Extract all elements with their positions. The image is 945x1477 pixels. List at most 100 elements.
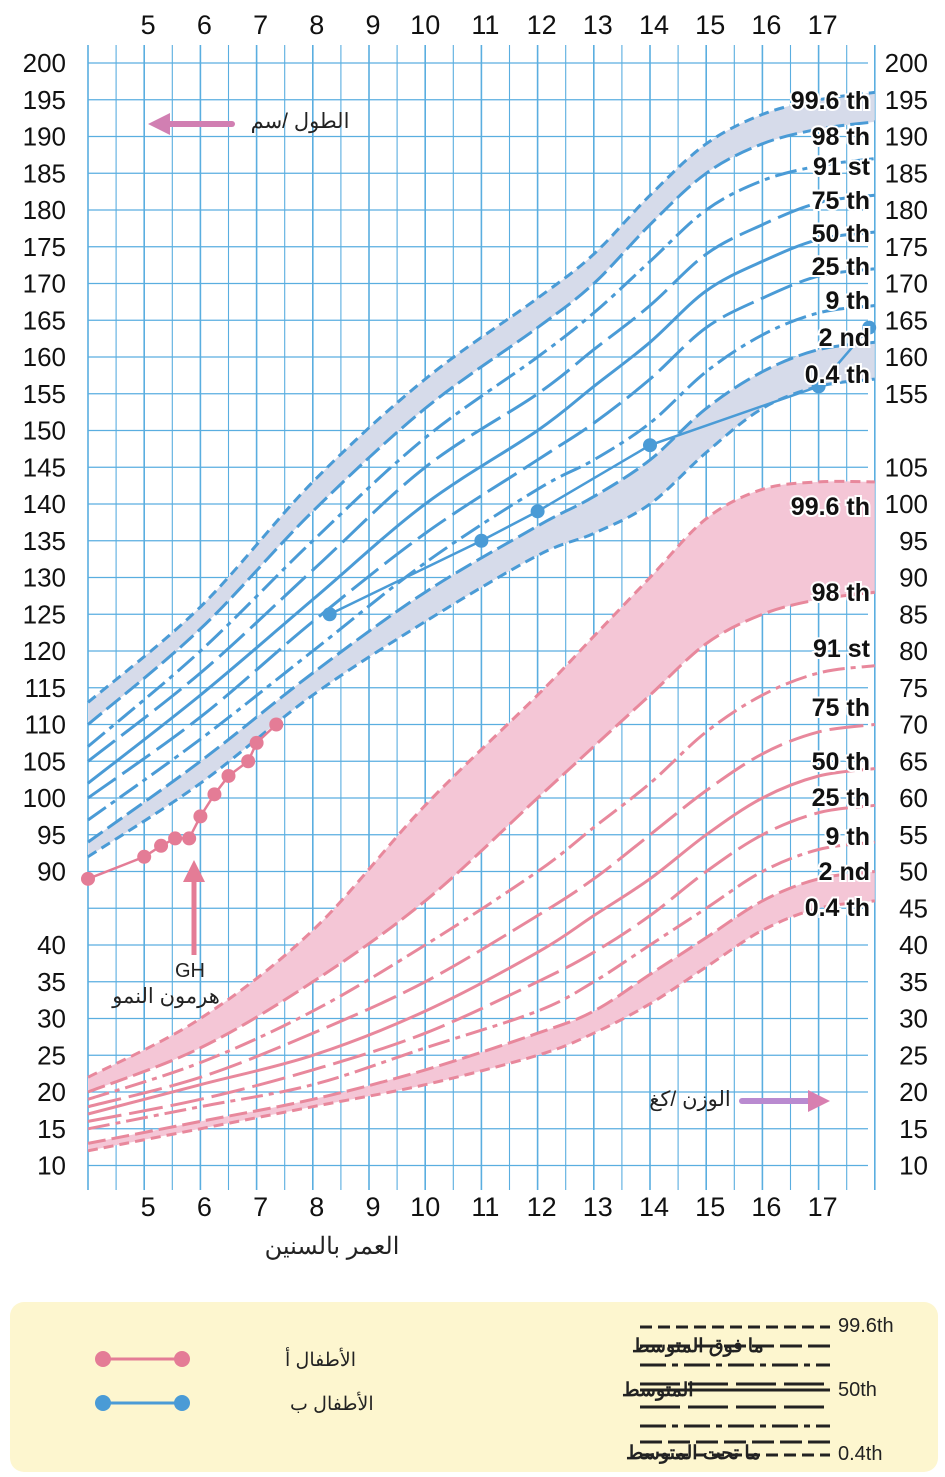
height-tick-right: 160 [885,342,928,372]
height-tick-left: 150 [23,416,66,446]
height-tick-left: 130 [23,563,66,593]
weight-tick-right: 105 [885,452,928,482]
height-tick-right: 195 [885,85,928,115]
height-curve-2-nd [87,340,875,844]
x-tick-bottom: 5 [141,1192,156,1222]
weight-tick-left: 15 [37,1114,66,1144]
weight-arrow-icon [739,1090,830,1112]
height-centile-label: 75 th [812,187,870,215]
height-curve-25-th [87,267,875,800]
weight-axis-label: الوزن /كغ [649,1088,731,1112]
height-tick-left: 155 [23,379,66,409]
series-point-child-b [322,607,337,622]
x-tick-bottom: 13 [583,1192,613,1222]
weight-centile-label: 0.4 th [805,894,870,922]
weight-centile-label: 75 th [812,694,870,722]
legend-bottom-centile: 0.4th [838,1443,882,1465]
weight-curve-25-th [87,803,876,1123]
x-tick-top: 6 [197,10,212,40]
weight-centile-label: 2 nd [819,858,870,886]
weight-tick-right: 30 [899,1004,928,1034]
x-tick-bottom: 15 [695,1192,725,1222]
growth-chart: 5 6 7 8 9 10 11 12 13 14 15 16 175 6 7 8 9 10 11 12 13 14 15 16… [23,10,928,1260]
weight-tick-right: 60 [899,783,928,813]
height-tick-left: 120 [23,636,66,666]
weight-tick-right: 40 [899,930,928,960]
weight-tick-right: 20 [899,1077,928,1107]
height-arrow-icon [148,113,235,135]
height-tick-left: 110 [25,710,66,740]
x-tick-bottom: 8 [309,1192,324,1222]
height-tick-left: 95 [37,820,66,850]
height-axis-label: الطول /سم [251,110,350,134]
weight-tick-left: 40 [37,930,66,960]
height-band-lower [88,342,875,857]
legend-child-b-marker-start [95,1395,111,1411]
height-tick-right: 180 [885,195,928,225]
x-tick-top: 7 [253,10,268,40]
height-tick-left: 195 [23,85,66,115]
height-centile-label: 50 th [812,220,870,248]
weight-tick-right: 35 [899,967,928,997]
legend-above-average: ما فوق المتوسط [632,1336,764,1357]
weight-tick-right: 100 [885,489,928,519]
series-point-child-a [249,735,264,750]
series-point-child-b [862,320,877,335]
x-tick-bottom: 16 [751,1192,781,1222]
height-curve-50-th [87,230,876,785]
height-curve-99-6-th [87,90,875,704]
centile-curves [87,90,876,1153]
weight-band-upper [88,481,875,1092]
weight-curve-9-th [87,840,875,1131]
height-tick-left: 105 [23,746,66,776]
weight-band-lower [88,871,875,1151]
weight-tick-right: 15 [899,1114,928,1144]
weight-curve-91-st [87,664,875,1101]
height-curve-0-4-th [87,377,875,859]
height-curve-75-th [87,193,875,763]
height-tick-right: 170 [885,269,928,299]
series-line-child-b [329,326,871,616]
x-tick-top: 13 [583,10,613,40]
weight-tick-left: 30 [37,1004,66,1034]
weight-centile-label: 91 st [813,635,871,663]
weight-centile-label: 9 th [826,823,870,851]
x-tick-bottom: 12 [527,1192,557,1222]
weight-tick-left: 20 [37,1077,66,1107]
weight-tick-left: 35 [37,967,66,997]
height-tick-right: 190 [885,122,928,152]
height-tick-left: 100 [23,783,66,813]
height-tick-left: 90 [37,857,66,887]
weight-tick-right: 10 [899,1151,928,1181]
weight-tick-right: 95 [899,526,928,556]
x-tick-top: 5 [141,10,156,40]
height-tick-right: 165 [885,305,928,335]
gh-label: GH [175,960,205,982]
x-tick-top: 9 [365,10,380,40]
series-point-child-b [530,504,545,519]
height-curve-91-st [87,157,875,748]
height-tick-left: 135 [23,526,66,556]
series-point-child-a [137,849,152,864]
legend-child-b-label: الأطفال ب [290,1391,374,1415]
weight-tick-right: 50 [899,857,928,887]
weight-curve-99-6-th [87,479,875,1079]
weight-tick-right: 45 [899,893,928,923]
series-point-child-a [241,754,256,769]
weight-curve-2-nd [87,870,875,1145]
height-tick-left: 200 [23,48,66,78]
legend-panel: الأطفال أ الأطفال ب ما فوق المتوسط المتو… [10,1302,938,1472]
weight-centile-label: 25 th [812,784,870,812]
series-point-child-a [207,787,222,802]
height-centile-label: 98 th [812,123,870,151]
centile-bands [88,92,875,1151]
x-tick-bottom: 11 [471,1192,499,1222]
x-tick-bottom: 6 [197,1192,212,1222]
series-point-child-b [474,533,489,548]
series-point-child-a [182,831,197,846]
legend-graphic: الأطفال أ الأطفال ب ما فوق المتوسط المتو… [95,1315,894,1465]
x-tick-top: 17 [808,10,838,40]
x-tick-top: 14 [639,10,669,40]
height-tick-left: 170 [23,269,66,299]
series-point-child-b [811,379,826,394]
